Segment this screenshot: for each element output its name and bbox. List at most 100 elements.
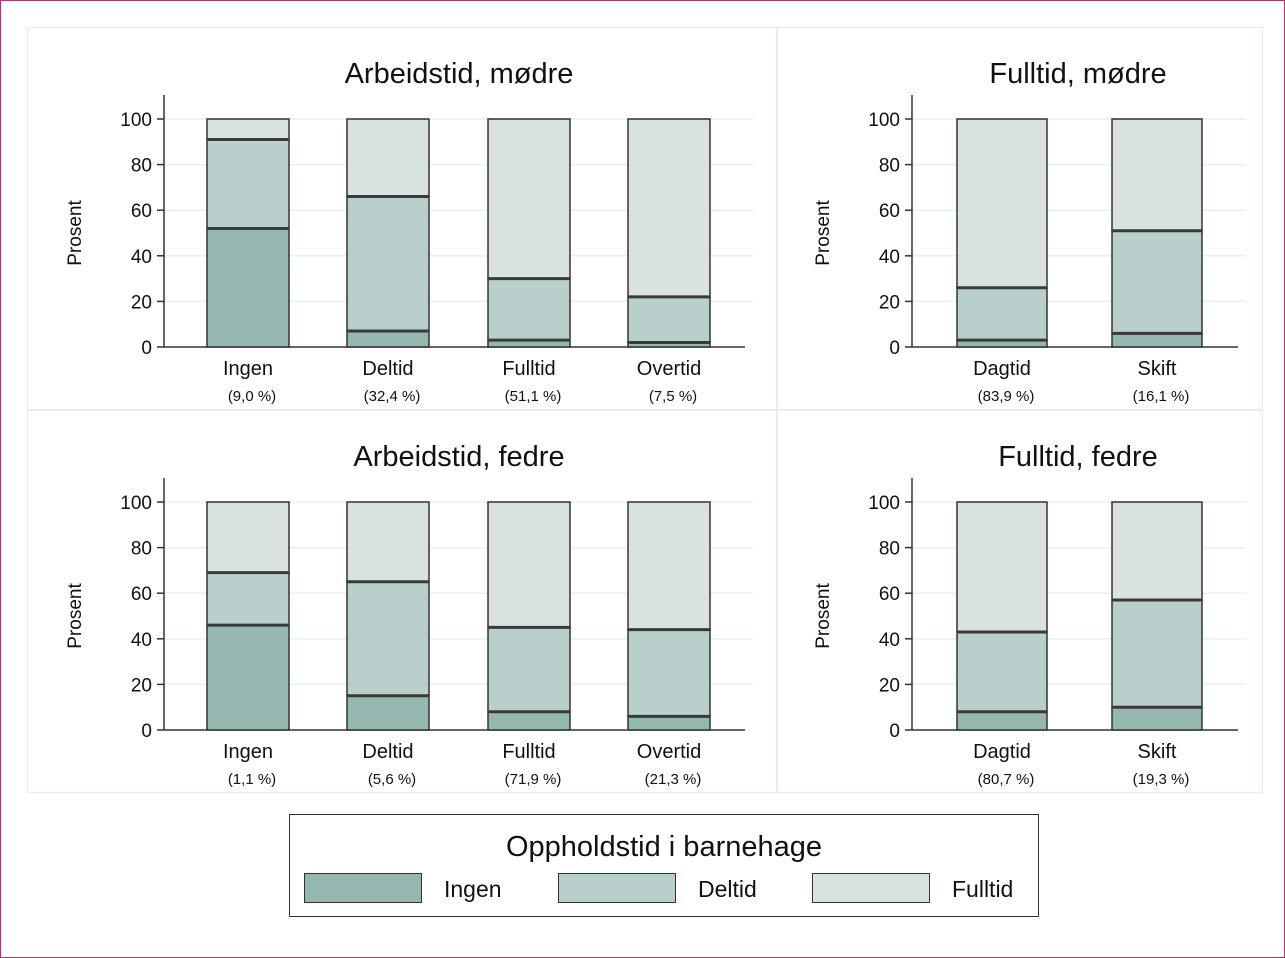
x-sublabel-deltid: (32,4 %): [364, 388, 421, 405]
y-tick-label: 80: [879, 539, 900, 560]
x-tick-label-overtid: Overtid: [637, 741, 701, 763]
x-sublabel-ingen: (1,1 %): [228, 771, 276, 788]
y-tick-label: 60: [879, 201, 900, 222]
x-sublabel-skift: (19,3 %): [1133, 771, 1190, 788]
bar-deltid-ingen: [346, 330, 430, 348]
y-tick-label: 100: [120, 493, 152, 514]
x-sublabel-dagtid: (80,7 %): [978, 771, 1035, 788]
y-tick-label: 80: [131, 156, 152, 177]
y-tick-label: 0: [141, 721, 152, 742]
x-tick-label-ingen: Ingen: [223, 741, 273, 763]
x-tick-label-fulltid: Fulltid: [502, 358, 555, 380]
bar-ingen-fulltid: [206, 118, 290, 141]
x-tick-label-deltid: Deltid: [362, 741, 413, 763]
y-tick-label: 80: [131, 539, 152, 560]
chart-panel-3: Arbeidstid, fedre 0 20 40 60 80 100 Prosent Inge…: [65, 441, 753, 788]
y-axis-label: Prosent: [813, 200, 834, 266]
x-tick-label-ingen: Ingen: [223, 358, 273, 380]
x-sublabel-fulltid: (51,1 %): [505, 388, 562, 405]
y-tick-label: 40: [131, 247, 152, 268]
x-tick-label-skift: Skift: [1138, 358, 1177, 380]
bar-skift-fulltid: [1111, 118, 1203, 232]
bar-ingen-ingen: [206, 227, 290, 348]
legend-swatch-fulltid: [812, 873, 930, 903]
y-tick-label: 60: [131, 584, 152, 605]
bar-fulltid-ingen: [487, 711, 571, 731]
chart-panel-2: Fulltid, mødre 0 20 40 60 80 100 Prosent Dagtid (…: [813, 58, 1246, 405]
bar-dagtid-ingen: [956, 711, 1048, 731]
bar-deltid-fulltid: [346, 118, 430, 198]
bar-ingen-fulltid: [206, 501, 290, 574]
x-sublabel-dagtid: (83,9 %): [978, 388, 1035, 405]
x-sublabel-fulltid: (71,9 %): [505, 771, 562, 788]
bar-ingen-ingen: [206, 624, 290, 731]
x-sublabel-overtid: (7,5 %): [649, 388, 697, 405]
legend-title: Oppholdstid i barnehage: [505, 831, 822, 863]
y-tick-label: 60: [131, 201, 152, 222]
y-tick-label: 100: [120, 110, 152, 131]
bar-skift-ingen: [1111, 706, 1203, 731]
y-tick-label: 40: [879, 247, 900, 268]
legend-swatch-ingen: [304, 873, 422, 903]
bar-skift-deltid: [1111, 229, 1203, 335]
bar-fulltid-deltid: [487, 626, 571, 713]
bar-dagtid-fulltid: [956, 501, 1048, 633]
y-tick-label: 0: [889, 338, 900, 359]
y-tick-label: 40: [131, 630, 152, 651]
bar-overtid-deltid: [627, 628, 711, 718]
x-tick-label-skift: Skift: [1138, 741, 1177, 763]
chart-panel-1: Arbeidstid, mødre 0 20 40 60 80 100 Prosent Inge…: [65, 58, 753, 405]
y-tick-label: 20: [879, 675, 900, 696]
bar-dagtid-deltid: [956, 286, 1048, 341]
bar-ingen-deltid: [206, 138, 290, 230]
bar-ingen-deltid: [206, 571, 290, 626]
chart-panel-4: Fulltid, fedre 0 20 40 60 80 100 Prosent Dagtid (…: [813, 441, 1246, 788]
y-axis-label: Prosent: [65, 200, 86, 266]
bar-dagtid-fulltid: [956, 118, 1048, 289]
bar-skift-ingen: [1111, 332, 1203, 348]
y-tick-label: 20: [131, 675, 152, 696]
x-tick-label-dagtid: Dagtid: [973, 741, 1031, 763]
bar-overtid-fulltid: [627, 118, 711, 298]
legend-label-fulltid: Fulltid: [952, 876, 1014, 902]
bar-fulltid-deltid: [487, 277, 571, 341]
x-sublabel-skift: (16,1 %): [1133, 388, 1190, 405]
x-sublabel-ingen: (9,0 %): [228, 388, 276, 405]
bar-fulltid-fulltid: [487, 501, 571, 629]
bar-overtid-deltid: [627, 296, 711, 344]
y-tick-label: 60: [879, 584, 900, 605]
y-axis-label: Prosent: [65, 583, 86, 649]
bar-overtid-ingen: [627, 715, 711, 731]
bar-overtid-fulltid: [627, 501, 711, 631]
legend-swatch-deltid: [558, 873, 676, 903]
bar-skift-fulltid: [1111, 501, 1203, 601]
x-tick-label-deltid: Deltid: [362, 358, 413, 380]
x-tick-label-overtid: Overtid: [637, 358, 701, 380]
y-tick-label: 80: [879, 156, 900, 177]
bar-deltid-deltid: [346, 581, 430, 697]
y-axis-label: Prosent: [813, 583, 834, 649]
x-tick-label-dagtid: Dagtid: [973, 358, 1031, 380]
chart-title: Arbeidstid, fedre: [353, 441, 564, 473]
y-tick-label: 100: [868, 493, 900, 514]
bar-deltid-ingen: [346, 695, 430, 731]
chart-title: Fulltid, fedre: [998, 441, 1158, 473]
x-tick-label-fulltid: Fulltid: [502, 741, 555, 763]
bar-dagtid-deltid: [956, 631, 1048, 713]
y-tick-label: 40: [879, 630, 900, 651]
y-tick-label: 20: [879, 292, 900, 313]
bar-deltid-deltid: [346, 195, 430, 332]
x-sublabel-deltid: (5,6 %): [368, 771, 416, 788]
chart-title: Fulltid, mødre: [989, 58, 1166, 90]
bar-skift-deltid: [1111, 599, 1203, 708]
bar-fulltid-fulltid: [487, 118, 571, 280]
legend-label-ingen: Ingen: [444, 876, 502, 902]
y-tick-label: 100: [868, 110, 900, 131]
chart-title: Arbeidstid, mødre: [345, 58, 574, 90]
legend-label-deltid: Deltid: [698, 876, 757, 902]
x-sublabel-overtid: (21,3 %): [645, 771, 702, 788]
legend: Oppholdstid i barnehage Ingen Deltid Ful…: [289, 814, 1039, 917]
y-tick-label: 0: [141, 338, 152, 359]
